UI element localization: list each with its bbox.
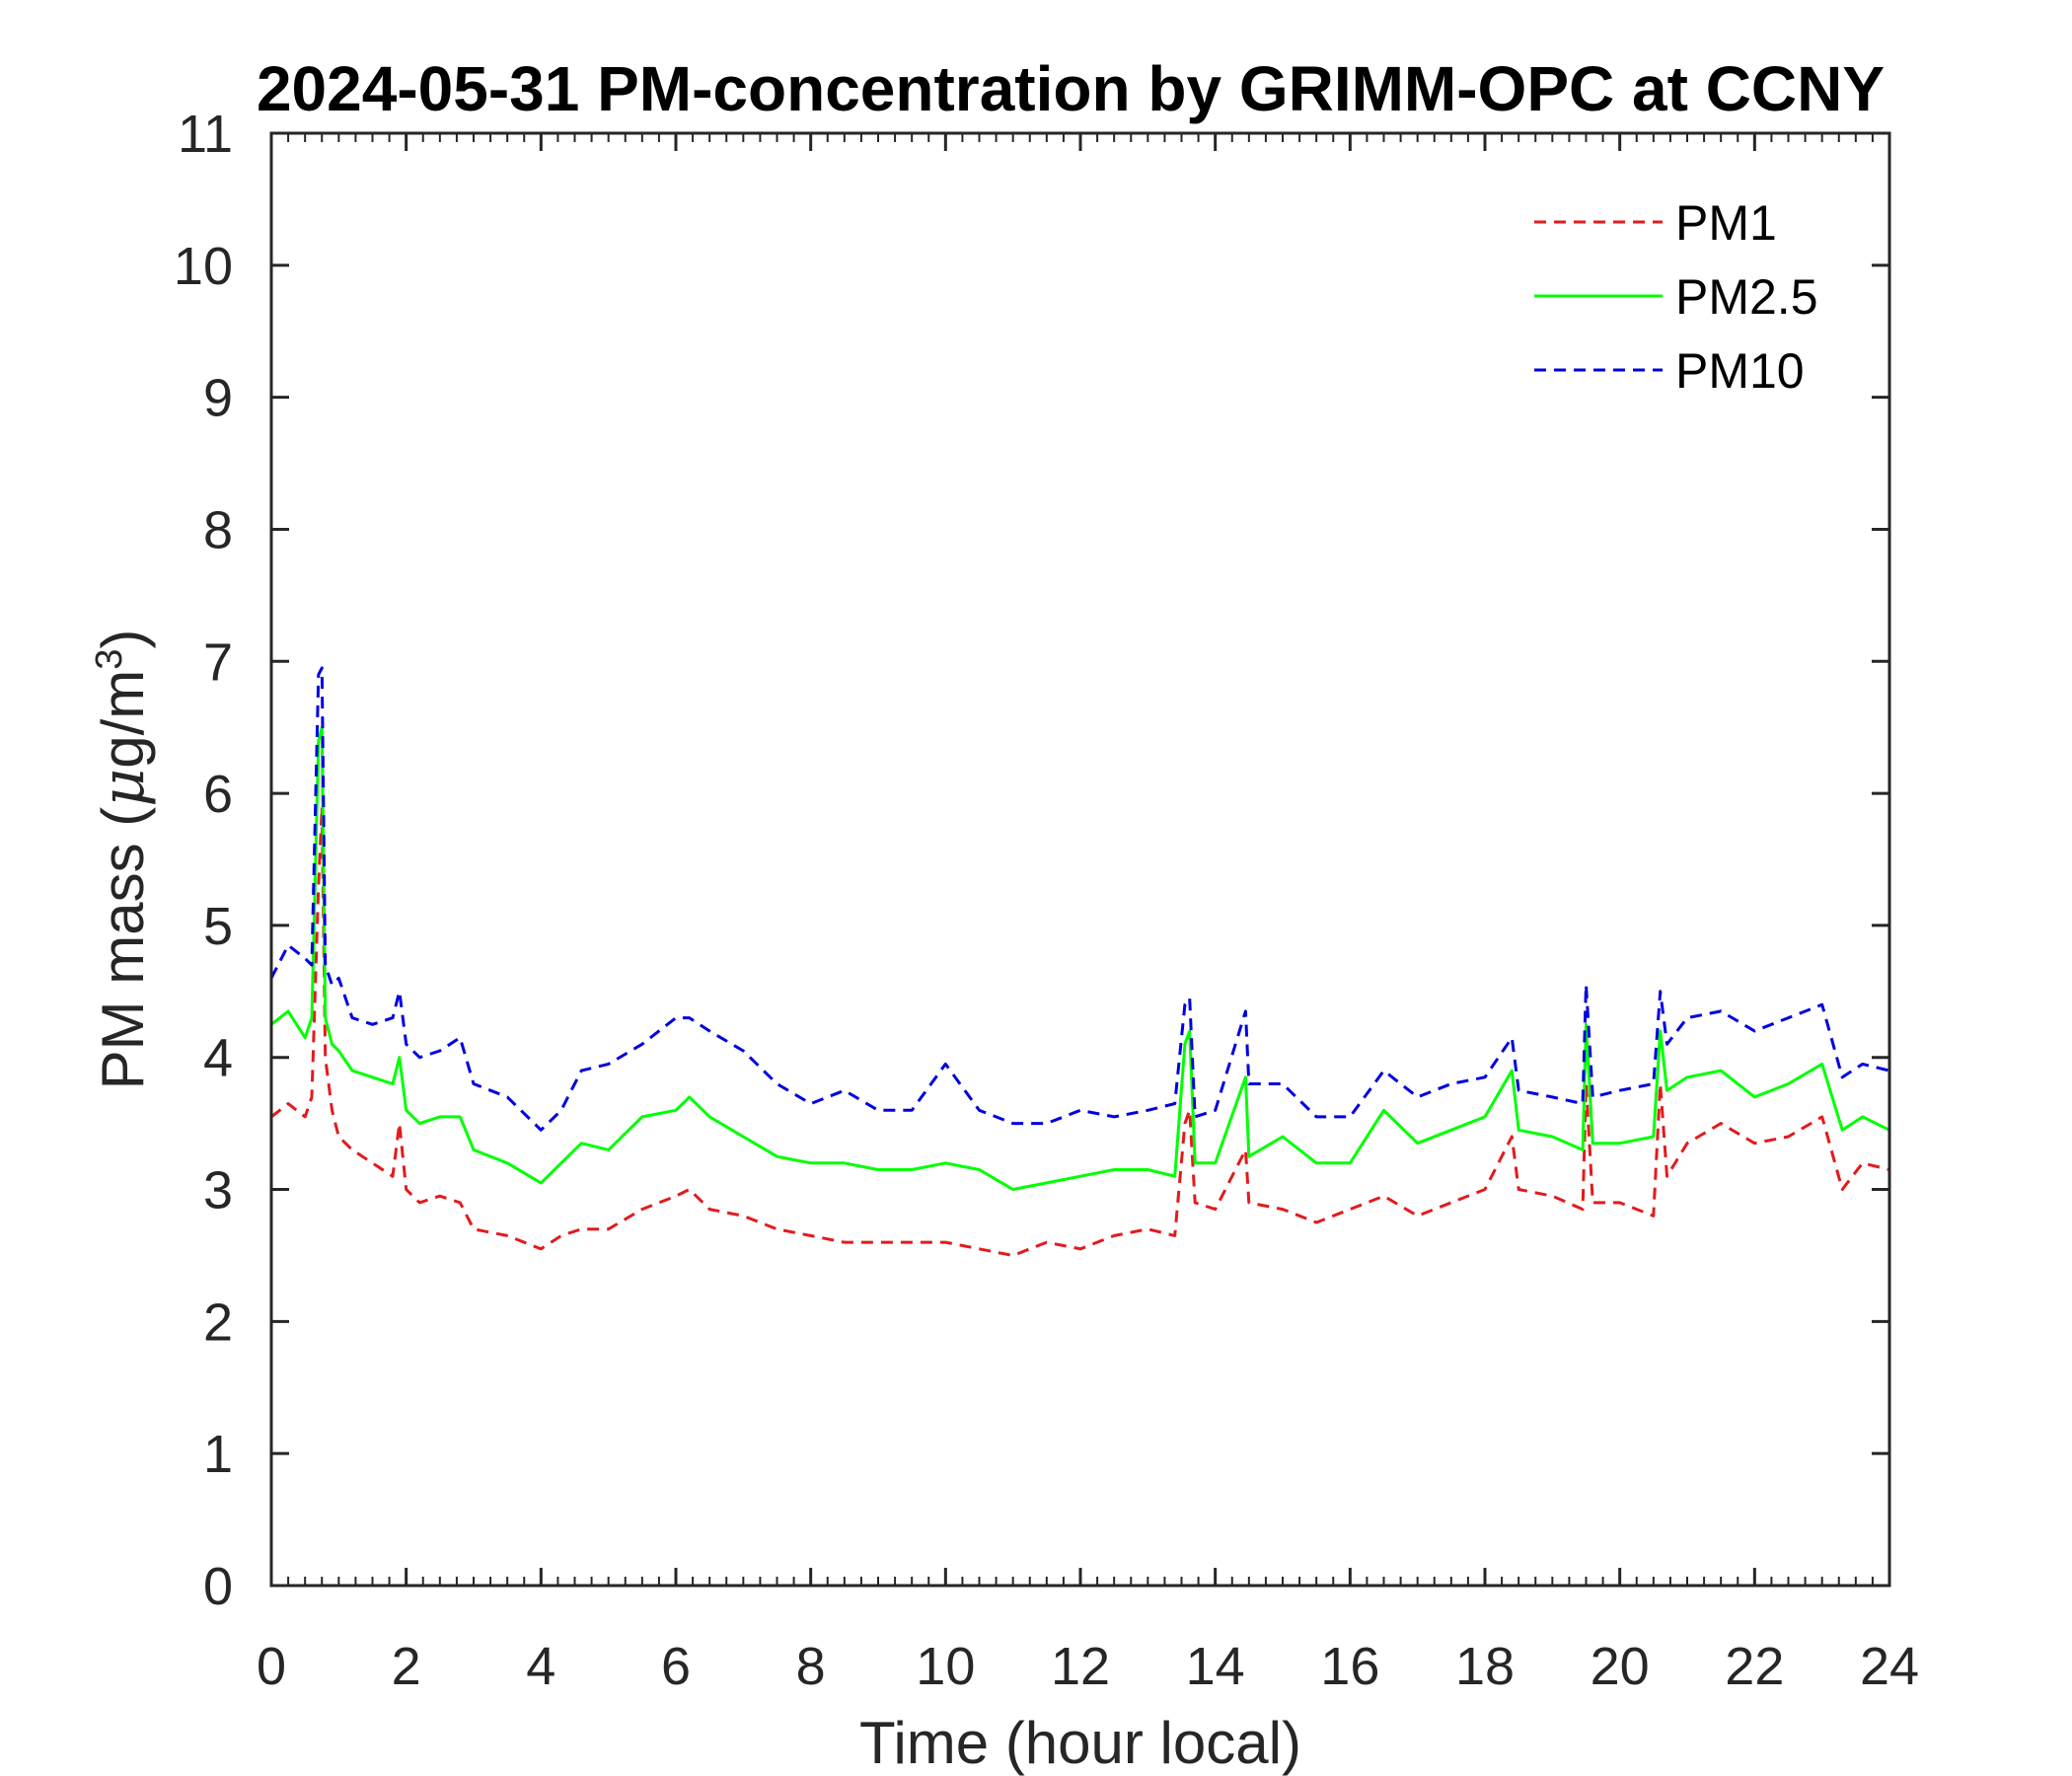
- y-tick-label: 7: [203, 632, 233, 692]
- y-tick-label: 9: [203, 369, 233, 428]
- y-axis-label-main: PM mass (: [90, 807, 156, 1090]
- x-tick-label: 12: [1051, 1637, 1110, 1696]
- y-tick-label: 10: [174, 237, 233, 296]
- x-tick-label: 10: [916, 1637, 975, 1696]
- x-tick-label: 16: [1320, 1637, 1379, 1696]
- x-tick-label: 20: [1591, 1637, 1650, 1696]
- x-tick-label: 2: [392, 1637, 421, 1696]
- legend-label: PM2.5: [1675, 269, 1818, 325]
- x-tick-label: 22: [1725, 1637, 1784, 1696]
- series-line-pm1: [270, 805, 1890, 1257]
- x-tick-label: 14: [1186, 1637, 1245, 1696]
- plot-frame: [269, 131, 1891, 1588]
- y-tick-label: 8: [203, 500, 233, 559]
- y-tick-label: 5: [203, 897, 233, 956]
- y-tick-label: 0: [203, 1557, 233, 1616]
- y-tick-labels: 0 1 2 3 4 5 6 7 8 9 10 11: [174, 105, 233, 1616]
- x-tick-label: 6: [661, 1637, 691, 1696]
- x-tick-label: 8: [796, 1637, 826, 1696]
- y-axis-label-mu: μ: [89, 769, 158, 807]
- y-axis-label-close: ): [90, 629, 156, 649]
- series-layer: [269, 666, 1890, 1257]
- series-line-pm10: [269, 666, 1890, 1132]
- x-tick-label: 0: [257, 1637, 286, 1696]
- x-tick-labels: 0 2 4 6 8 10 12 14 16 18 20 22 24: [257, 1637, 1919, 1696]
- y-tick-label: 1: [203, 1425, 233, 1484]
- legend: PM1 PM2.5 PM10: [1534, 195, 1818, 399]
- y-axis-label: PM mass (μg/m3): [89, 629, 158, 1090]
- legend-label: PM1: [1675, 195, 1777, 251]
- y-tick-label: 2: [203, 1293, 233, 1352]
- series-line-pm25: [270, 725, 1890, 1191]
- y-tick-label: 3: [203, 1161, 233, 1221]
- x-tick-label: 24: [1860, 1637, 1919, 1696]
- chart-title: 2024-05-31 PM-concentration by GRIMM-OPC…: [257, 53, 1885, 124]
- y-tick-label: 4: [203, 1029, 233, 1088]
- legend-label: PM10: [1675, 343, 1805, 399]
- x-axis-label: Time (hour local): [859, 1710, 1301, 1776]
- y-tick-label: 11: [178, 105, 233, 164]
- plot-area: [271, 133, 1889, 1586]
- x-tick-label: 4: [526, 1637, 555, 1696]
- y-axis-label-sup: 3: [89, 649, 130, 670]
- x-tick-label: 18: [1455, 1637, 1515, 1696]
- y-axis-label-unit: g/m: [90, 670, 156, 769]
- y-tick-label: 6: [203, 765, 233, 824]
